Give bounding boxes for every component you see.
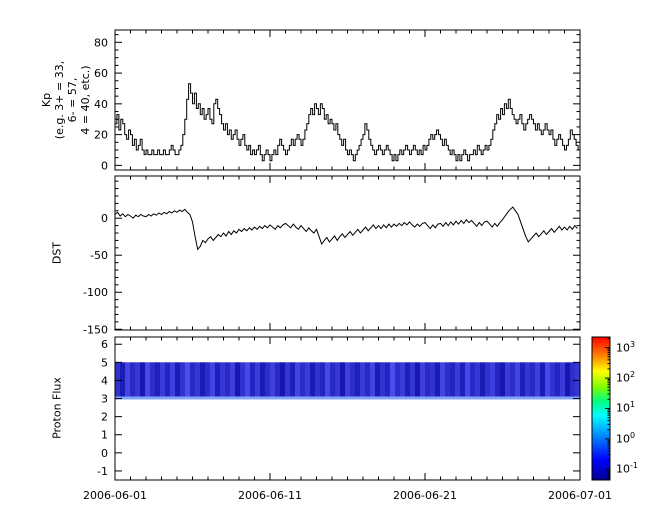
y-tick-label: -100 xyxy=(83,286,108,299)
y-tick-label: -1 xyxy=(97,465,108,478)
y-tick-label: 60 xyxy=(94,67,108,80)
x-tick-label-2: 2006-06-11 xyxy=(238,489,302,502)
proton-flux-band-fringe xyxy=(115,396,580,400)
kp-trace xyxy=(115,83,580,162)
x-tick-label-4: 2006-07-01 xyxy=(548,489,612,502)
panel-frame xyxy=(114,336,581,481)
y-tick-label: 1 xyxy=(101,429,108,442)
colorbar-tick-label: 100 xyxy=(616,430,636,446)
proton-flux-panel: 6 5 4 3 2 1 0 -1 xyxy=(97,336,581,481)
y-tick-label: 6 xyxy=(101,338,108,351)
kp-axis-title: Kp (e.g. 3+ = 33, 6- = 57, 4 = 40, etc.) xyxy=(40,61,92,139)
y-tick-label: 3 xyxy=(101,393,108,406)
kp-panel: 0 20 40 60 80 xyxy=(94,29,581,172)
y-tick-label: 0 xyxy=(101,212,108,225)
y-tick-label: 80 xyxy=(94,36,108,49)
colorbar-tick-label: 101 xyxy=(616,399,636,415)
panel-frame xyxy=(114,175,581,331)
colorbar-tick-label: 103 xyxy=(616,339,636,355)
kp-axis-title-line: Kp xyxy=(40,92,53,108)
y-tick-label: 20 xyxy=(94,129,108,142)
kp-axis-title-line: 4 = 40, etc.) xyxy=(79,65,92,135)
proton-flux-axis-title: Proton Flux xyxy=(50,377,64,439)
y-tick-label: -50 xyxy=(90,249,108,262)
kp-axis-title-line: 6- = 57, xyxy=(66,77,79,123)
x-tick-label-1: 2006-06-01 xyxy=(83,489,147,502)
dst-axis-title: DST xyxy=(50,241,64,265)
y-tick-label: 5 xyxy=(101,356,108,369)
y-tick-label: 0 xyxy=(101,447,108,460)
dst-panel: 0 -50 -100 -150 xyxy=(83,175,581,336)
colorbar-tick-label: 10-1 xyxy=(616,460,638,476)
kp-axis-title-line: (e.g. 3+ = 33, xyxy=(53,60,66,140)
colorbar-gradient xyxy=(592,337,610,480)
dst-trace xyxy=(114,206,578,251)
y-tick-label: 4 xyxy=(101,374,108,387)
y-tick-label: -150 xyxy=(83,323,108,336)
x-tick-label-3: 2006-06-21 xyxy=(393,489,457,502)
colorbar xyxy=(591,336,611,481)
y-tick-label: 0 xyxy=(101,159,108,172)
colorbar-tick-label: 102 xyxy=(616,369,636,385)
proton-flux-band xyxy=(115,362,581,400)
y-tick-label: 40 xyxy=(94,98,108,111)
y-tick-label: 2 xyxy=(101,411,108,424)
